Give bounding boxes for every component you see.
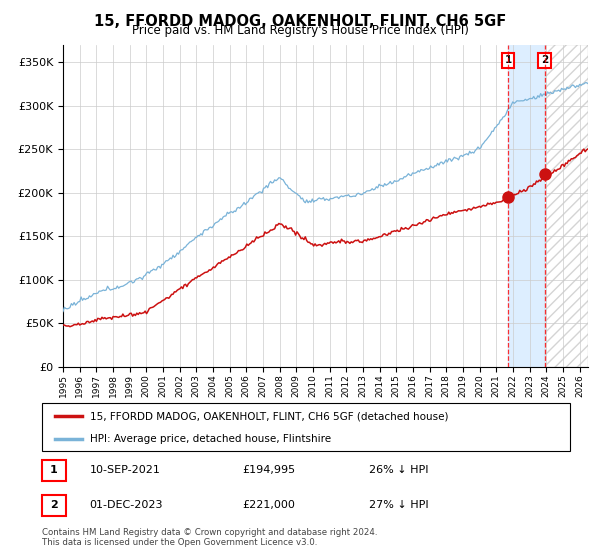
Text: Price paid vs. HM Land Registry's House Price Index (HPI): Price paid vs. HM Land Registry's House … <box>131 24 469 37</box>
Text: 2: 2 <box>50 501 58 510</box>
Text: 15, FFORDD MADOG, OAKENHOLT, FLINT, CH6 5GF (detached house): 15, FFORDD MADOG, OAKENHOLT, FLINT, CH6 … <box>89 411 448 421</box>
Text: 1: 1 <box>50 465 58 475</box>
Text: 2: 2 <box>541 55 548 66</box>
Text: 10-SEP-2021: 10-SEP-2021 <box>89 465 160 475</box>
Text: Contains HM Land Registry data © Crown copyright and database right 2024.
This d: Contains HM Land Registry data © Crown c… <box>42 528 377 547</box>
Bar <box>545 45 588 367</box>
Text: 27% ↓ HPI: 27% ↓ HPI <box>370 501 429 510</box>
Text: £221,000: £221,000 <box>242 501 296 510</box>
Text: 26% ↓ HPI: 26% ↓ HPI <box>370 465 429 475</box>
Text: 01-DEC-2023: 01-DEC-2023 <box>89 501 163 510</box>
Text: £194,995: £194,995 <box>242 465 296 475</box>
Bar <box>508 45 545 367</box>
Bar <box>42 495 66 516</box>
Text: 1: 1 <box>505 55 512 66</box>
Text: HPI: Average price, detached house, Flintshire: HPI: Average price, detached house, Flin… <box>89 434 331 444</box>
Text: 15, FFORDD MADOG, OAKENHOLT, FLINT, CH6 5GF: 15, FFORDD MADOG, OAKENHOLT, FLINT, CH6 … <box>94 14 506 29</box>
Bar <box>42 460 66 481</box>
